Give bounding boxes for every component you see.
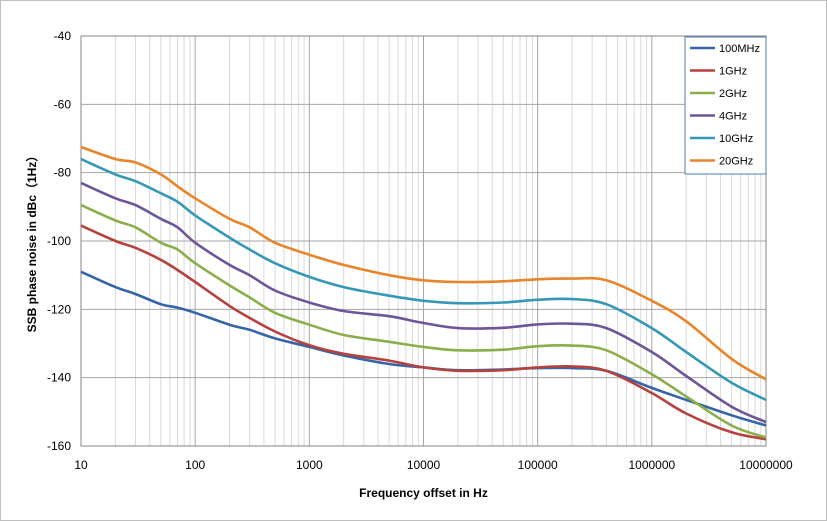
y-tick-label: -140 bbox=[47, 371, 71, 385]
x-tick-label: 1000000 bbox=[628, 458, 675, 472]
y-tick-label: -60 bbox=[54, 97, 72, 111]
y-tick-label: -40 bbox=[54, 29, 72, 43]
x-tick-label: 100000 bbox=[518, 458, 558, 472]
x-tick-label: 10000000 bbox=[739, 458, 793, 472]
series-line-4ghz bbox=[80, 181, 767, 424]
legend-label: 20GHz bbox=[719, 156, 753, 168]
y-axis-tick-labels: -40 -60 -80 -100 -120 -140 -160 bbox=[47, 29, 71, 453]
x-tick-label: 10 bbox=[74, 458, 88, 472]
legend-label: 10GHz bbox=[719, 133, 753, 145]
series-line-20ghz bbox=[80, 145, 767, 381]
x-tick-label: 10000 bbox=[407, 458, 441, 472]
legend-label: 1GHz bbox=[719, 66, 747, 78]
y-axis-title: SSB phase noise in dBc（1Hz） bbox=[24, 150, 39, 333]
series-line-1ghz bbox=[80, 224, 767, 441]
y-tick-label: -160 bbox=[47, 439, 71, 453]
y-tick-label: -100 bbox=[47, 234, 71, 248]
legend-label: 100MHz bbox=[719, 43, 760, 55]
x-axis-title: Frequency offset in Hz bbox=[359, 486, 488, 500]
legend-box bbox=[684, 36, 767, 175]
x-tick-label: 100 bbox=[185, 458, 205, 472]
legend-label: 2GHz bbox=[719, 88, 747, 100]
series-lines bbox=[80, 145, 767, 441]
series-line-100mhz bbox=[80, 270, 767, 427]
y-tick-label: -120 bbox=[47, 302, 71, 316]
series-line-10ghz bbox=[80, 157, 767, 402]
x-axis-tick-labels: 10 100 1000 10000 100000 1000000 10000000 bbox=[74, 458, 793, 472]
x-tick-label: 1000 bbox=[296, 458, 323, 472]
y-tick-label: -80 bbox=[54, 166, 72, 180]
plot-area-border bbox=[80, 35, 767, 447]
legend: 100MHz 1GHz 2GHz 4GHz 10GHz 20GHz bbox=[684, 36, 767, 175]
legend-label: 4GHz bbox=[719, 111, 747, 123]
series-line-2ghz bbox=[80, 203, 767, 439]
